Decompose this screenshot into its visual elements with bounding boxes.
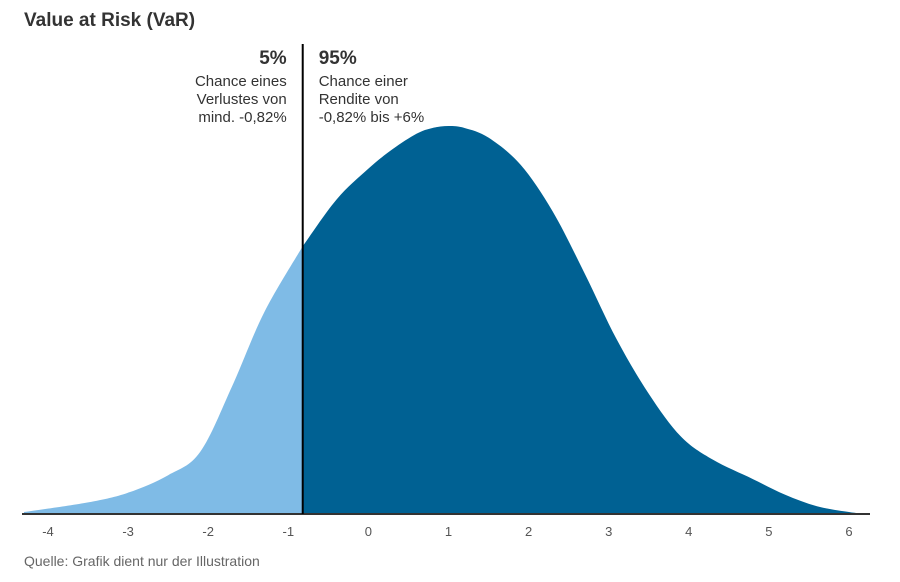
annotation-left-percent: 5% (259, 48, 287, 69)
annotation-left-line: Chance eines (195, 73, 287, 90)
chart-title: Value at Risk (VaR) (24, 10, 196, 31)
annotation-left-line: Verlustes von (197, 91, 287, 108)
annotation-right-line: -0,82% bis +6% (319, 109, 424, 126)
x-tick-label: 4 (685, 524, 692, 539)
annotation-right-percent: 95% (319, 48, 357, 69)
area-loss-tail (23, 246, 303, 514)
x-tick-label: -1 (283, 524, 295, 539)
chart-svg: -4 -3 -2 -1 0 1 2 3 4 5 6 5% Chance eines Verluste… (22, 44, 870, 539)
annotation-right-line: Chance einer (319, 73, 408, 90)
x-tick-label: 2 (525, 524, 532, 539)
x-tick-label: 0 (365, 524, 372, 539)
x-tick-label: 3 (605, 524, 612, 539)
area-return-region (302, 126, 866, 514)
source-note: Quelle: Grafik dient nur der Illustratio… (24, 553, 260, 569)
x-tick-label: -2 (202, 524, 214, 539)
x-axis-ticks: -4 -3 -2 -1 0 1 2 3 4 5 6 (42, 524, 852, 539)
x-tick-label: 1 (445, 524, 452, 539)
x-tick-label: -3 (122, 524, 134, 539)
annotation-right-line: Rendite von (319, 91, 399, 108)
x-tick-label: 6 (845, 524, 852, 539)
x-tick-label: 5 (765, 524, 772, 539)
annotation-left-line: mind. -0,82% (198, 109, 286, 126)
x-tick-label: -4 (42, 524, 54, 539)
